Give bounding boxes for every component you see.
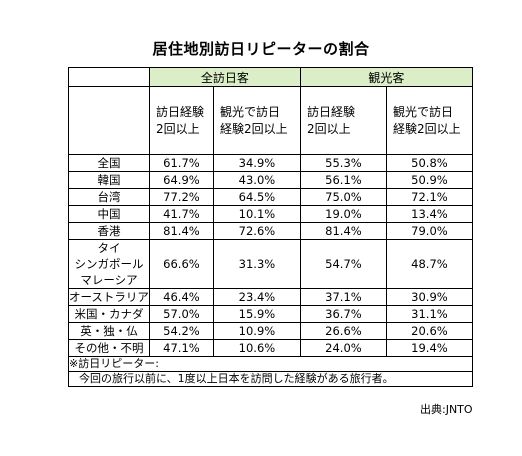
subheader-line: 経験2回以上	[219, 121, 288, 136]
value-cell: 81.4%	[299, 222, 387, 240]
value-cell: 54.2%	[148, 322, 214, 340]
value-cell: 61.7%	[148, 154, 214, 172]
value-cell: 46.4%	[148, 288, 214, 306]
region-label-line: オーストラリア	[69, 290, 149, 304]
region-label-line: 全国	[97, 156, 121, 170]
value-cell: 72.6%	[212, 222, 301, 240]
value-cell: 37.1%	[299, 288, 387, 306]
value-cell: 72.1%	[385, 188, 473, 206]
region-label-line: タイ	[97, 241, 121, 255]
category-tourists: 観光客	[299, 67, 473, 87]
region-label-line: 英・独・仏	[80, 324, 138, 338]
subheader-cell: 訪日経験 2回以上	[148, 86, 214, 155]
value-cell: 10.6%	[212, 339, 301, 357]
table-row: 全国 61.7% 34.9% 55.3% 50.8%	[68, 154, 473, 172]
region-label: 中国	[68, 205, 150, 223]
table-row: オーストラリア 46.4% 23.4% 37.1% 30.9%	[68, 288, 473, 306]
region-label: 全国	[68, 154, 150, 172]
value-cell: 36.7%	[299, 305, 387, 323]
value-cell: 23.4%	[212, 288, 301, 306]
value-cell: 24.0%	[299, 339, 387, 357]
subheader-line: 訪日経験	[306, 104, 355, 119]
region-label-line: その他・不明	[74, 341, 144, 355]
region-label-line: 中国	[97, 207, 121, 221]
region-label-line: シンガポール	[74, 257, 144, 271]
subheader-line: 観光で訪日	[392, 104, 453, 119]
table-row: タイ シンガポール マレーシア 66.6% 31.3% 54.7% 48.7%	[68, 239, 473, 289]
value-cell: 19.0%	[299, 205, 387, 223]
subheader-line: 観光で訪日	[219, 104, 280, 119]
value-cell: 81.4%	[148, 222, 214, 240]
region-label: その他・不明	[68, 339, 150, 357]
category-header-row: 全訪日客 観光客	[68, 67, 473, 87]
value-cell: 41.7%	[148, 205, 214, 223]
value-cell: 15.9%	[212, 305, 301, 323]
table-row: 韓国 64.9% 43.0% 56.1% 50.9%	[68, 171, 473, 189]
table-row: 米国・カナダ 57.0% 15.9% 36.7% 31.1%	[68, 305, 473, 323]
region-label: 台湾	[68, 188, 150, 206]
value-cell: 48.7%	[385, 239, 473, 289]
subheader-line: 訪日経験	[155, 104, 204, 119]
value-cell: 19.4%	[385, 339, 473, 357]
region-label: 香港	[68, 222, 150, 240]
note-block: ※訪日リピーター: 今回の旅行以前に、1度以上日本を訪問した経験がある旅行者。	[68, 356, 473, 387]
value-cell: 47.1%	[148, 339, 214, 357]
value-cell: 64.9%	[148, 171, 214, 189]
value-cell: 77.2%	[148, 188, 214, 206]
page-title: 居住地別訪日リピーターの割合	[152, 40, 370, 58]
value-cell: 79.0%	[385, 222, 473, 240]
value-cell: 56.1%	[299, 171, 387, 189]
data-rows: 全国 61.7% 34.9% 55.3% 50.8% 韓国 64.9% 43.0% 56.1% 5…	[68, 154, 473, 357]
table-row: 香港 81.4% 72.6% 81.4% 79.0%	[68, 222, 473, 240]
source-credit: 出典:JNTO	[420, 403, 473, 416]
corner-cell	[68, 67, 150, 87]
region-label-line: 香港	[97, 224, 121, 238]
value-cell: 26.6%	[299, 322, 387, 340]
value-cell: 31.1%	[385, 305, 473, 323]
subheader-line: 2回以上	[306, 121, 351, 136]
region-label: 韓国	[68, 171, 150, 189]
subheader-cell: 訪日経験 2回以上	[299, 86, 387, 155]
value-cell: 55.3%	[299, 154, 387, 172]
value-cell: 13.4%	[385, 205, 473, 223]
value-cell: 43.0%	[212, 171, 301, 189]
region-label-line: マレーシア	[80, 273, 138, 287]
subheader-line: 経験2回以上	[392, 121, 461, 136]
value-cell: 57.0%	[148, 305, 214, 323]
value-cell: 50.8%	[385, 154, 473, 172]
region-label-line: 韓国	[97, 173, 121, 187]
region-label-line: 台湾	[97, 190, 121, 204]
value-cell: 31.3%	[212, 239, 301, 289]
value-cell: 10.1%	[212, 205, 301, 223]
note-heading: ※訪日リピーター:	[68, 356, 473, 372]
region-label: タイシンガポール マレーシア	[68, 239, 150, 289]
table-row: その他・不明 47.1% 10.6% 24.0% 19.4%	[68, 339, 473, 357]
table-row: 中国 41.7% 10.1% 19.0% 13.4%	[68, 205, 473, 223]
repeater-table: 全訪日客 観光客 訪日経験 2回以上 観光で訪日 経験2回以上 訪日経験 2回以…	[68, 67, 473, 387]
region-label-line: 米国・カナダ	[74, 307, 144, 321]
value-cell: 75.0%	[299, 188, 387, 206]
region-label: 米国・カナダ	[68, 305, 150, 323]
subheader-line: 2回以上	[155, 121, 200, 136]
value-cell: 30.9%	[385, 288, 473, 306]
value-cell: 10.9%	[212, 322, 301, 340]
table-row: 台湾 77.2% 64.5% 75.0% 72.1%	[68, 188, 473, 206]
category-all-visitors: 全訪日客	[148, 67, 301, 87]
region-label: 英・独・仏	[68, 322, 150, 340]
note-text: 今回の旅行以前に、1度以上日本を訪問した経験がある旅行者。	[68, 371, 473, 387]
value-cell: 20.6%	[385, 322, 473, 340]
corner-cell-2	[68, 86, 150, 155]
value-cell: 50.9%	[385, 171, 473, 189]
region-label: オーストラリア	[68, 288, 150, 306]
subheader-row: 訪日経験 2回以上 観光で訪日 経験2回以上 訪日経験 2回以上 観光で訪日 経…	[68, 86, 473, 155]
value-cell: 54.7%	[299, 239, 387, 289]
value-cell: 34.9%	[212, 154, 301, 172]
value-cell: 64.5%	[212, 188, 301, 206]
table-row: 英・独・仏 54.2% 10.9% 26.6% 20.6%	[68, 322, 473, 340]
value-cell: 66.6%	[148, 239, 214, 289]
subheader-cell: 観光で訪日 経験2回以上	[385, 86, 473, 155]
subheader-cell: 観光で訪日 経験2回以上	[212, 86, 301, 155]
